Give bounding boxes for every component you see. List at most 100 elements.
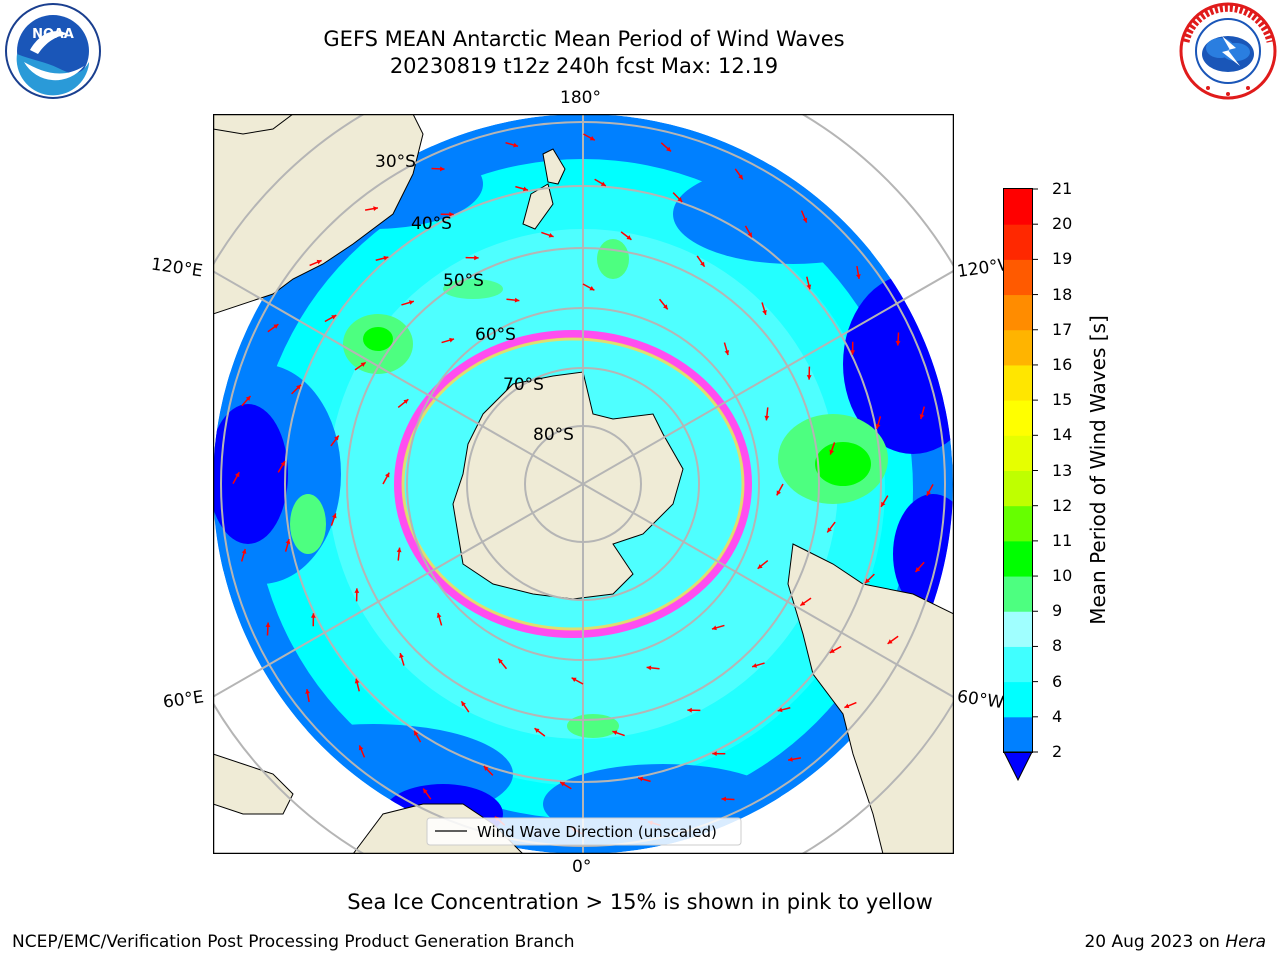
parallel-label-80s: 80°S	[533, 425, 574, 445]
wind-wave-arrowhead	[305, 689, 310, 694]
colorbar-tick-label: 13	[1052, 460, 1073, 480]
meridian-label-180: 180°	[560, 88, 601, 108]
wind-wave-arrowhead	[331, 315, 337, 320]
colorbar-tick-label: 21	[1052, 179, 1073, 198]
wind-wave-arrowhead	[738, 174, 743, 180]
wind-wave-arrowhead	[926, 490, 931, 496]
wind-wave-arrowhead	[310, 613, 316, 618]
wind-wave-arrowhead	[612, 730, 618, 735]
colorbar-segment	[1004, 540, 1032, 577]
chart-subtitle: 20230819 t12z 240h fcst Max: 12.19	[389, 54, 779, 78]
colorbar-tick-label: 12	[1052, 495, 1073, 515]
wind-wave-arrowhead	[439, 166, 445, 172]
wind-wave-arrowhead	[449, 337, 455, 343]
map-legend: Wind Wave Direction (unscaled)	[426, 817, 742, 846]
polar-map: 30°S 40°S 50°S 60°S 70°S 80°S Wind Wave …	[213, 114, 954, 854]
meridian-label-0: 0°	[572, 857, 592, 877]
meridian-label-60e: 60°E	[161, 687, 206, 713]
wind-wave-arrowhead	[663, 304, 668, 310]
wind-wave-arrowhead	[747, 232, 752, 238]
wind-wave-arrowhead	[687, 707, 692, 713]
parallel-label-60s: 60°S	[475, 325, 516, 345]
wind-wave-arrowhead	[332, 513, 337, 519]
wind-wave-arrowhead	[915, 567, 921, 573]
noaa-logo-text: NOAA	[32, 27, 74, 42]
colorbar-segment	[1004, 189, 1032, 225]
colorbar-tick-label: 15	[1052, 390, 1073, 410]
wind-wave-arrowhead	[724, 350, 730, 356]
wind-wave-arrowhead	[360, 362, 366, 367]
colorbar-segment	[1004, 400, 1032, 436]
wind-wave-arrowhead	[788, 757, 793, 762]
wind-wave-arrowhead	[436, 612, 442, 618]
credit-machine: Hera	[1225, 932, 1266, 952]
colorbar-tick-label: 2	[1052, 742, 1063, 761]
parallel-label-30s: 30°S	[375, 152, 416, 172]
wind-wave-arrowhead	[776, 490, 781, 496]
wind-wave-arrowhead	[423, 788, 428, 794]
wind-wave-arrowhead	[396, 547, 402, 553]
wind-wave-arrowhead	[827, 527, 832, 533]
colorbar-segment	[1004, 681, 1032, 718]
wind-wave-arrowhead	[757, 564, 763, 569]
wind-wave-arrowhead	[296, 384, 301, 390]
wind-wave-arrowhead	[383, 255, 389, 261]
credit-date-machine: 20 Aug 2023 on Hera	[1084, 932, 1266, 952]
sea-ice-edge	[394, 330, 752, 638]
chart-title: GEFS MEAN Antarctic Mean Period of Wind …	[323, 27, 845, 51]
wind-wave-arrowhead	[354, 588, 360, 593]
wind-wave-arrowhead	[762, 309, 767, 315]
wind-wave-arrowhead	[571, 677, 577, 682]
colorbar-segment	[1004, 470, 1032, 507]
wind-wave-arrowhead	[414, 730, 419, 736]
colorbar	[1003, 188, 1038, 782]
wind-wave-arrowhead	[316, 259, 322, 265]
wind-wave-arrowhead	[449, 211, 454, 217]
parallel-label-70s: 70°S	[503, 375, 544, 395]
grid-lines	[213, 114, 954, 854]
wind-wave-arrowhead	[829, 449, 834, 455]
colorbar-extend-triangle	[1003, 751, 1033, 782]
wind-wave-arrowhead	[881, 501, 886, 507]
colorbar-tick-label: 20	[1052, 214, 1073, 234]
colorbar-tick-label: 17	[1052, 319, 1073, 339]
colorbar-label: Mean Period of Wind Waves [s]	[1086, 315, 1110, 625]
wind-wave-arrowhead	[712, 751, 717, 757]
wind-wave-arrowhead	[850, 350, 856, 355]
wind-wave-arrowhead	[241, 548, 247, 554]
wind-wave-arrowhead	[483, 766, 489, 771]
wind-wave-arrowhead	[534, 728, 540, 733]
wind-wave-arrowhead	[399, 653, 404, 659]
colorbar-segment	[1004, 716, 1032, 753]
wind-wave-arrowhead	[887, 639, 893, 644]
colorbar-tick-label: 6	[1052, 671, 1063, 691]
wind-wave-arrowhead	[646, 665, 652, 671]
colorbar-segment	[1004, 364, 1032, 401]
colorbar-segment	[1004, 576, 1032, 612]
meridian-label-60w: 60°W	[955, 686, 1006, 714]
colorbar-tick-label: 4	[1052, 706, 1063, 726]
wind-wave-arrowhead	[875, 424, 881, 429]
parallel-label-40s: 40°S	[411, 214, 452, 234]
wind-wave-arrowhead	[666, 146, 672, 152]
sea-ice-caption: Sea Ice Concentration > 15% is shown in …	[347, 890, 933, 914]
wind-wave-arrowhead	[806, 284, 812, 290]
wind-wave-arrowhead	[800, 601, 806, 606]
wind-wave-arrowhead	[245, 395, 251, 401]
noaa-logo-icon: NOAA	[5, 3, 101, 99]
wind-wave-arrowhead	[548, 233, 554, 238]
colorbar-tick-label: 11	[1052, 530, 1073, 550]
wind-wave-arrowhead	[461, 701, 466, 707]
colorbar-tick-label: 18	[1052, 284, 1073, 304]
wind-wave-arrowhead	[600, 181, 606, 186]
colorbar-segment	[1004, 224, 1032, 260]
wind-wave-arrowhead	[895, 340, 901, 346]
wind-wave-arrowhead	[334, 435, 339, 441]
credit-branch: NCEP/EMC/Verification Post Processing Pr…	[12, 932, 575, 952]
wind-wave-arrowhead	[844, 703, 850, 709]
wind-wave-arrowhead	[235, 472, 240, 478]
wind-wave-arrowhead	[752, 663, 758, 668]
wind-wave-arrowhead	[589, 136, 595, 141]
wind-wave-arrowhead	[764, 415, 770, 421]
colorbar-segment	[1004, 611, 1032, 647]
